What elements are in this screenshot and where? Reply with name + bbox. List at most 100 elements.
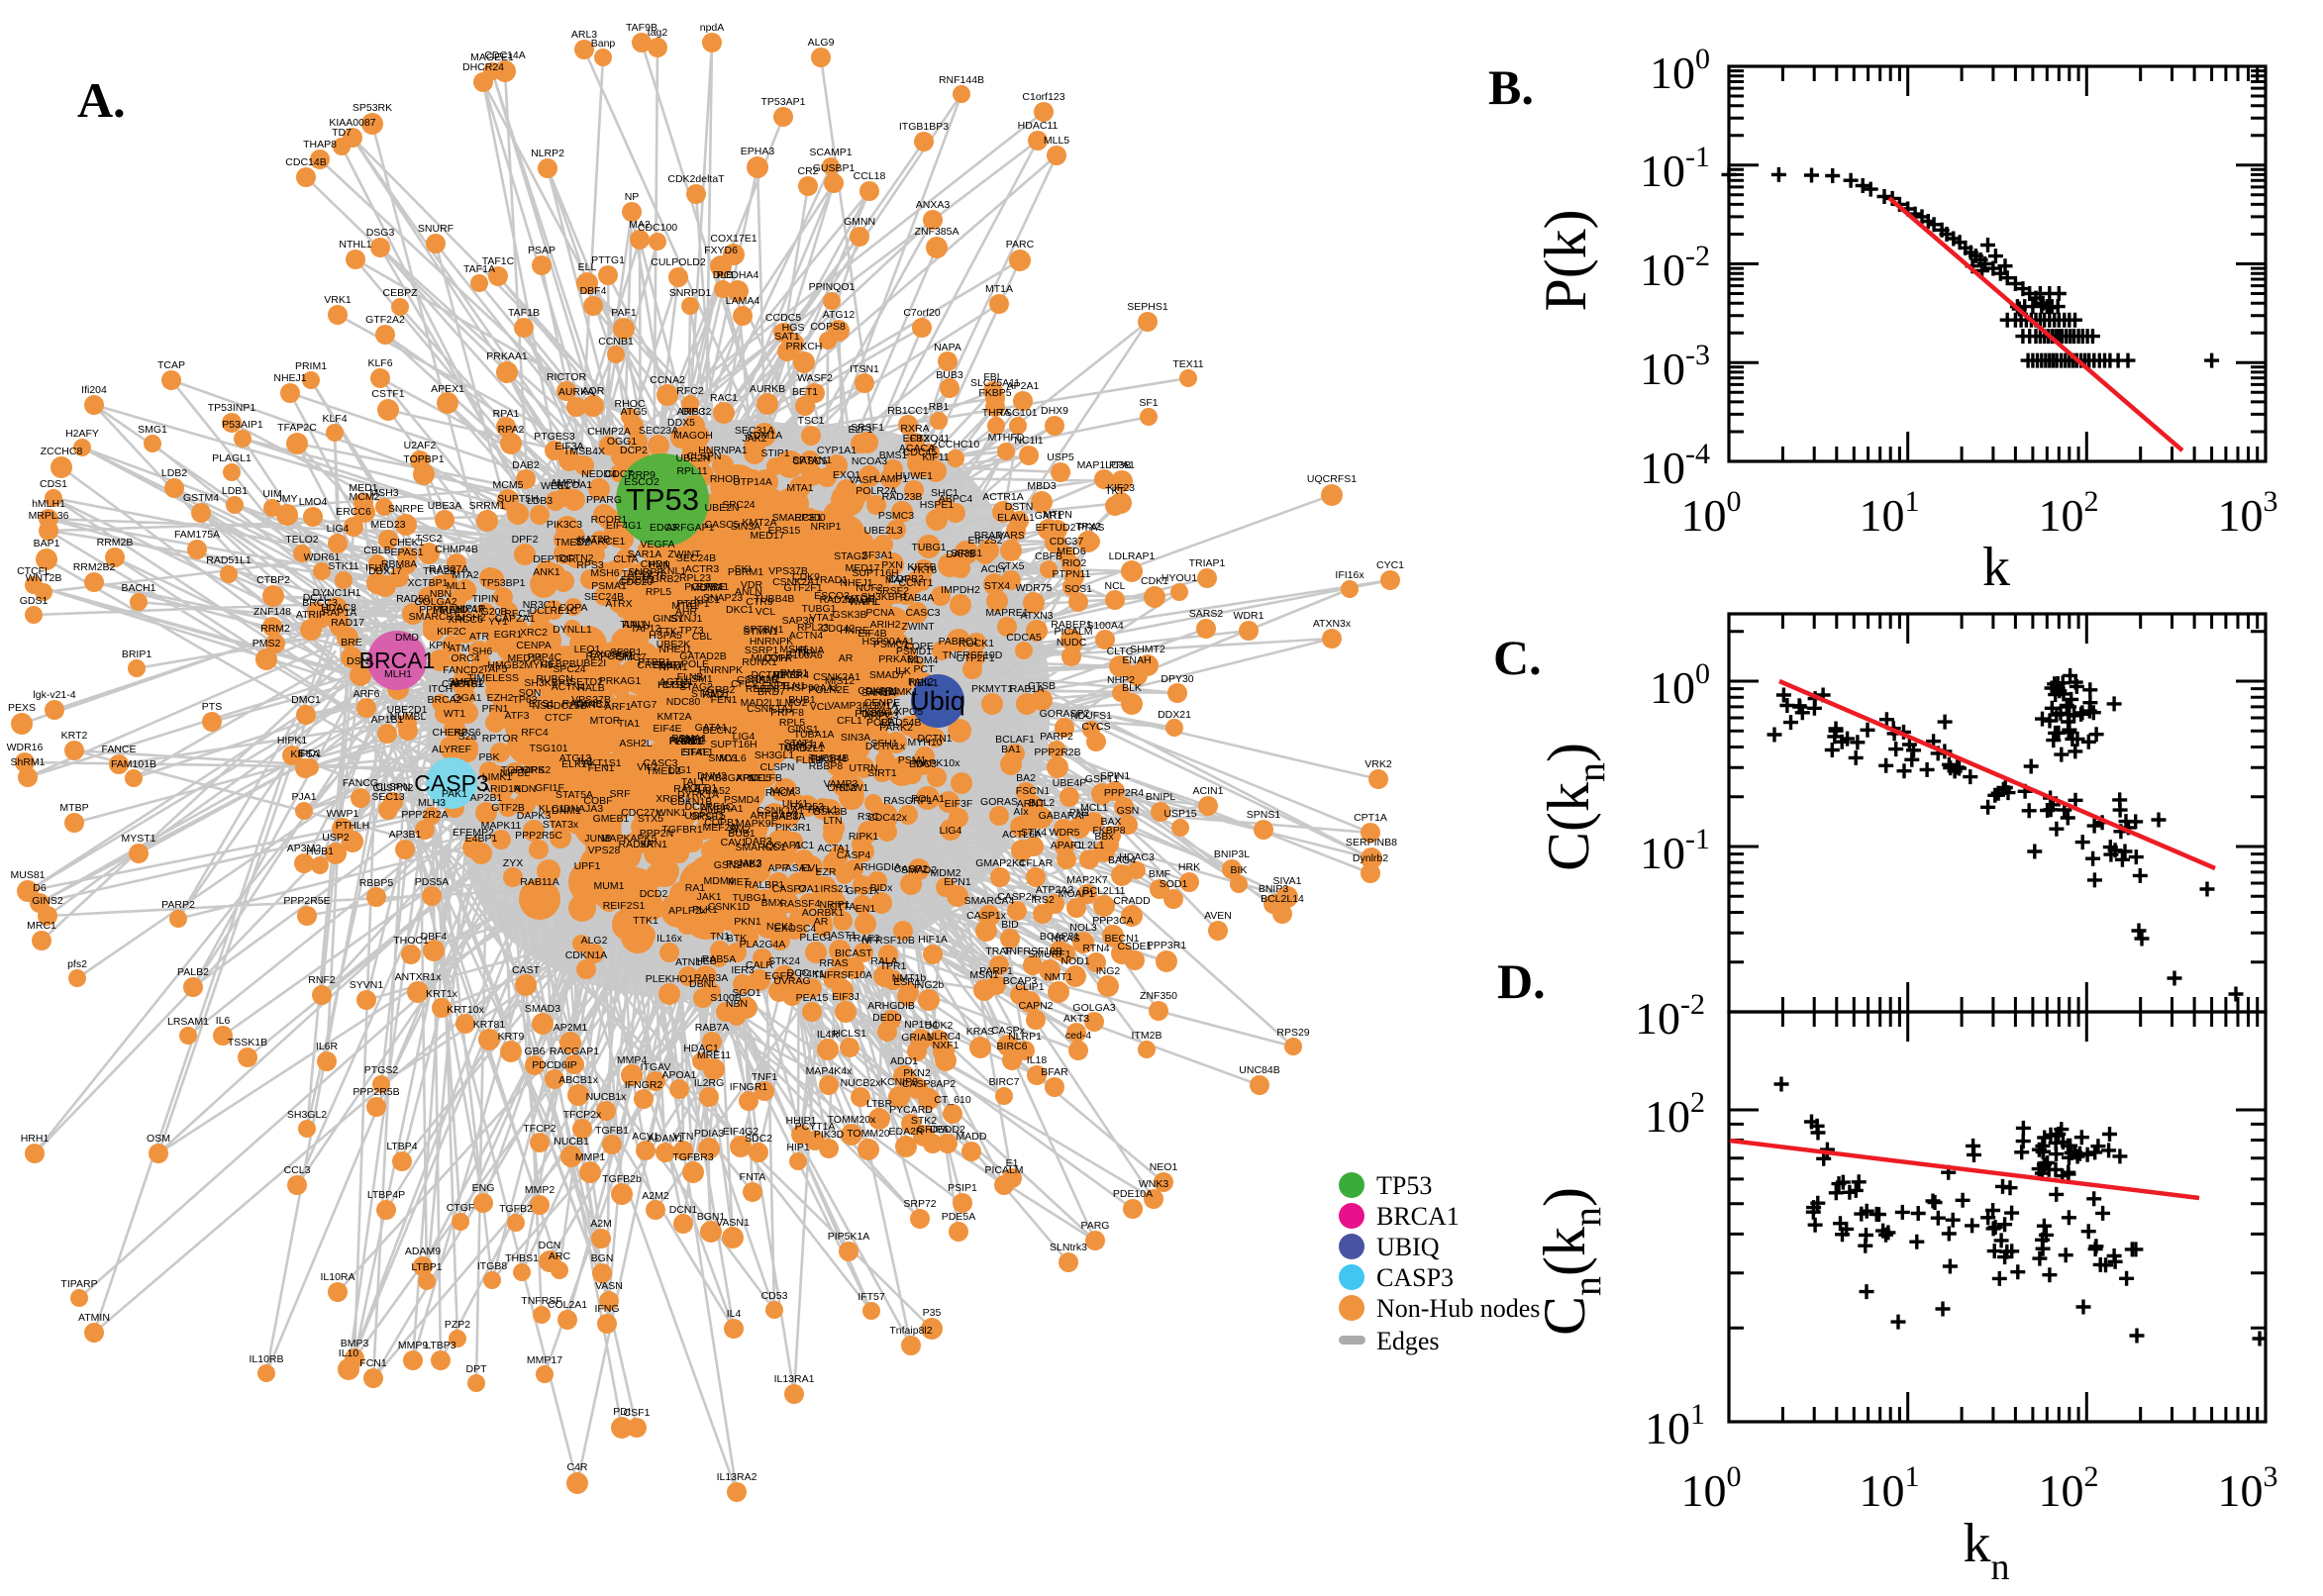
svg-text:SPIN1: SPIN1	[1100, 770, 1131, 782]
svg-text:MCL1: MCL1	[1080, 802, 1108, 814]
svg-text:TMED2: TMED2	[555, 537, 590, 549]
svg-text:D.: D.	[1497, 953, 1546, 1009]
svg-text:AIx: AIx	[1013, 806, 1029, 818]
svg-text:ESCO2: ESCO2	[624, 476, 659, 488]
svg-text:KLC1: KLC1	[694, 594, 720, 606]
svg-text:CSF1: CSF1	[624, 1407, 651, 1419]
svg-text:SNURF: SNURF	[418, 223, 454, 235]
svg-text:WDR1: WDR1	[1234, 610, 1264, 622]
svg-text:MAPK10x: MAPK10x	[914, 757, 960, 769]
svg-text:MMP17: MMP17	[527, 1354, 562, 1366]
svg-text:CRADD: CRADD	[1113, 895, 1151, 907]
svg-text:DCLRE1C: DCLRE1C	[684, 801, 733, 813]
svg-text:RRM2B: RRM2B	[97, 537, 134, 549]
svg-text:SOD1: SOD1	[1160, 878, 1188, 890]
svg-text:ASH2L: ASH2L	[619, 738, 652, 749]
svg-text:BIRC6: BIRC6	[997, 1041, 1028, 1052]
svg-text:PDE5A: PDE5A	[942, 1211, 975, 1223]
svg-text:TTK1: TTK1	[633, 915, 658, 927]
svg-text:MTBP: MTBP	[59, 802, 88, 814]
svg-text:TSG101: TSG101	[998, 407, 1037, 419]
svg-text:AORBK1: AORBK1	[802, 907, 845, 919]
svg-text:RRM2B2: RRM2B2	[73, 561, 116, 573]
svg-text:PDE10A: PDE10A	[1113, 1188, 1153, 1200]
svg-text:CLSPN: CLSPN	[759, 761, 794, 773]
svg-text:PPP2R5E: PPP2R5E	[283, 895, 330, 907]
svg-text:VARS: VARS	[997, 530, 1025, 542]
svg-text:CSTF1: CSTF1	[371, 388, 404, 400]
svg-text:HCLS1: HCLS1	[833, 1028, 866, 1040]
svg-text:RPL23: RPL23	[679, 572, 711, 584]
svg-text:UQCRFS1: UQCRFS1	[1307, 473, 1357, 485]
svg-text:ZCCHC10: ZCCHC10	[932, 439, 980, 450]
svg-text:YKT6: YKT6	[911, 564, 937, 576]
svg-text:RAD54B: RAD54B	[562, 698, 603, 710]
svg-text:MBD3: MBD3	[1027, 480, 1056, 492]
svg-text:UPF1: UPF1	[574, 860, 601, 872]
svg-text:VPS37B: VPS37B	[571, 694, 611, 706]
svg-text:CPT1A: CPT1A	[1354, 812, 1387, 824]
svg-text:SMC3: SMC3	[708, 752, 737, 764]
svg-text:TUBG1: TUBG1	[801, 603, 836, 615]
svg-text:PLEKHO1: PLEKHO1	[646, 973, 694, 985]
svg-text:CTCF: CTCF	[545, 712, 572, 724]
svg-text:IMPDH2: IMPDH2	[941, 584, 980, 596]
svg-text:ALG9: ALG9	[808, 37, 835, 49]
svg-text:NP: NP	[625, 191, 640, 203]
svg-text:RB1CC1: RB1CC1	[887, 405, 929, 417]
svg-text:AP3B1: AP3B1	[389, 829, 422, 841]
svg-text:SYVN1: SYVN1	[350, 979, 384, 991]
svg-text:ATMIN: ATMIN	[78, 1312, 110, 1324]
svg-text:VAMP3: VAMP3	[824, 778, 858, 790]
svg-text:MUS81: MUS81	[10, 869, 45, 881]
svg-text:XRC2: XRC2	[520, 627, 548, 639]
svg-text:CYC1: CYC1	[1376, 559, 1404, 571]
svg-text:C.: C.	[1493, 630, 1542, 685]
svg-text:PIK3R4: PIK3R4	[773, 669, 809, 681]
svg-text:KIF5B: KIF5B	[907, 561, 936, 573]
svg-text:CHMP4B: CHMP4B	[435, 544, 478, 555]
svg-text:OSM: OSM	[147, 1133, 170, 1145]
svg-text:TTK: TTK	[657, 626, 677, 638]
svg-text:TP53BP1: TP53BP1	[481, 577, 526, 589]
svg-text:BUB3: BUB3	[936, 369, 963, 381]
svg-text:ABCB1x: ABCB1x	[558, 1074, 598, 1086]
svg-text:TFCP2x: TFCP2x	[563, 1109, 602, 1121]
svg-text:BRCA1: BRCA1	[359, 648, 436, 673]
svg-text:IL13RA1: IL13RA1	[774, 1373, 815, 1385]
svg-text:PFAS: PFAS	[1078, 522, 1105, 534]
svg-text:PRIM1: PRIM1	[295, 360, 327, 372]
svg-text:PPP2R4: PPP2R4	[1104, 787, 1144, 799]
svg-text:MA2: MA2	[629, 219, 651, 231]
svg-text:PBRM1: PBRM1	[728, 566, 763, 578]
svg-text:DCD2: DCD2	[640, 888, 668, 900]
svg-text:PSMC3: PSMC3	[878, 510, 914, 522]
svg-text:IL2: IL2	[578, 755, 593, 767]
svg-text:DCP2: DCP2	[620, 445, 648, 456]
svg-text:NHEJ1: NHEJ1	[273, 372, 306, 384]
svg-text:XRCC6: XRCC6	[448, 614, 483, 626]
svg-text:SPC24: SPC24	[722, 499, 755, 511]
svg-text:SMAD3: SMAD3	[525, 1003, 560, 1015]
svg-text:EFTUD2: EFTUD2	[1036, 522, 1076, 534]
svg-text:TKT: TKT	[1105, 485, 1125, 497]
svg-text:BA1: BA1	[1001, 744, 1021, 755]
svg-text:PFN1: PFN1	[482, 703, 509, 715]
svg-text:CAPN2: CAPN2	[1018, 1000, 1053, 1012]
svg-text:ATRIP: ATRIP	[296, 609, 326, 621]
svg-text:LAMA4: LAMA4	[726, 295, 760, 307]
svg-text:E4BP1: E4BP1	[465, 833, 498, 845]
svg-text:TRAF: TRAF	[985, 946, 1012, 957]
svg-text:SPNS1: SPNS1	[1247, 809, 1281, 821]
svg-text:WT1: WT1	[444, 708, 465, 720]
svg-text:UTRN: UTRN	[849, 762, 877, 774]
svg-text:SLC25A11: SLC25A11	[970, 377, 1020, 389]
svg-text:TP53INP1: TP53INP1	[208, 402, 256, 414]
svg-text:DCN1: DCN1	[669, 1204, 698, 1216]
svg-text:BA2: BA2	[1016, 772, 1036, 784]
svg-text:MT1A: MT1A	[985, 283, 1013, 295]
svg-text:DBF4: DBF4	[580, 285, 607, 297]
svg-text:HDAC11: HDAC11	[1018, 120, 1059, 132]
svg-text:ASA1: ASA1	[785, 862, 812, 874]
svg-text:BGN: BGN	[591, 1252, 614, 1264]
